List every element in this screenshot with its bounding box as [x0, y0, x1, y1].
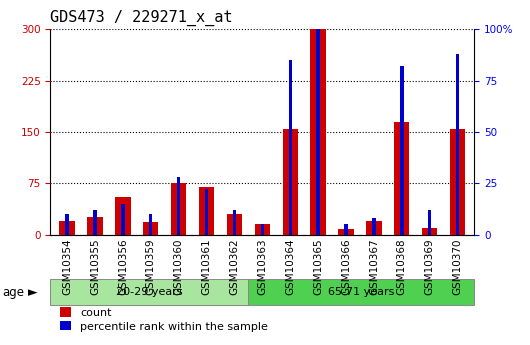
Text: GSM10362: GSM10362 [229, 238, 240, 295]
Bar [338, 229, 354, 235]
Text: GSM10363: GSM10363 [258, 238, 267, 295]
Text: 20-29 years: 20-29 years [116, 287, 183, 297]
Bar [59, 221, 75, 235]
Legend: count, percentile rank within the sample: count, percentile rank within the sample [56, 303, 272, 336]
Text: GSM10354: GSM10354 [62, 238, 72, 295]
Text: GSM10360: GSM10360 [174, 238, 184, 295]
Bar [456, 54, 460, 235]
Bar [316, 0, 320, 235]
Text: GDS473 / 229271_x_at: GDS473 / 229271_x_at [50, 10, 233, 26]
Bar [143, 222, 158, 235]
Bar [311, 29, 326, 235]
Bar [366, 221, 382, 235]
Bar [93, 210, 96, 235]
Bar [177, 177, 180, 235]
Bar [344, 224, 348, 235]
Bar [227, 214, 242, 235]
Text: GSM10364: GSM10364 [285, 238, 295, 295]
Text: GSM10369: GSM10369 [425, 238, 435, 295]
Bar [261, 224, 264, 235]
Bar [288, 60, 292, 235]
Bar [248, 279, 474, 305]
Text: GSM10366: GSM10366 [341, 238, 351, 295]
Bar [422, 228, 437, 235]
Text: GSM10355: GSM10355 [90, 238, 100, 295]
Text: GSM10368: GSM10368 [397, 238, 407, 295]
Bar [171, 183, 187, 235]
Bar [65, 214, 69, 235]
Bar [87, 217, 103, 235]
Bar [394, 122, 410, 235]
Text: GSM10359: GSM10359 [146, 238, 156, 295]
Bar [255, 224, 270, 235]
Text: GSM10367: GSM10367 [369, 238, 379, 295]
Bar [121, 204, 125, 235]
Bar [400, 66, 403, 235]
Bar [205, 189, 208, 235]
Bar [50, 279, 248, 305]
Bar [372, 218, 376, 235]
Text: ►: ► [28, 286, 37, 299]
Text: GSM10356: GSM10356 [118, 238, 128, 295]
Bar [282, 129, 298, 235]
Bar [233, 210, 236, 235]
Text: age: age [3, 286, 25, 299]
Bar [115, 197, 130, 235]
Text: GSM10361: GSM10361 [201, 238, 211, 295]
Bar [199, 187, 214, 235]
Text: GSM10365: GSM10365 [313, 238, 323, 295]
Text: GSM10370: GSM10370 [453, 238, 463, 295]
Bar [450, 129, 465, 235]
Bar [149, 214, 153, 235]
Bar [428, 210, 431, 235]
Text: 65-71 years: 65-71 years [328, 287, 394, 297]
